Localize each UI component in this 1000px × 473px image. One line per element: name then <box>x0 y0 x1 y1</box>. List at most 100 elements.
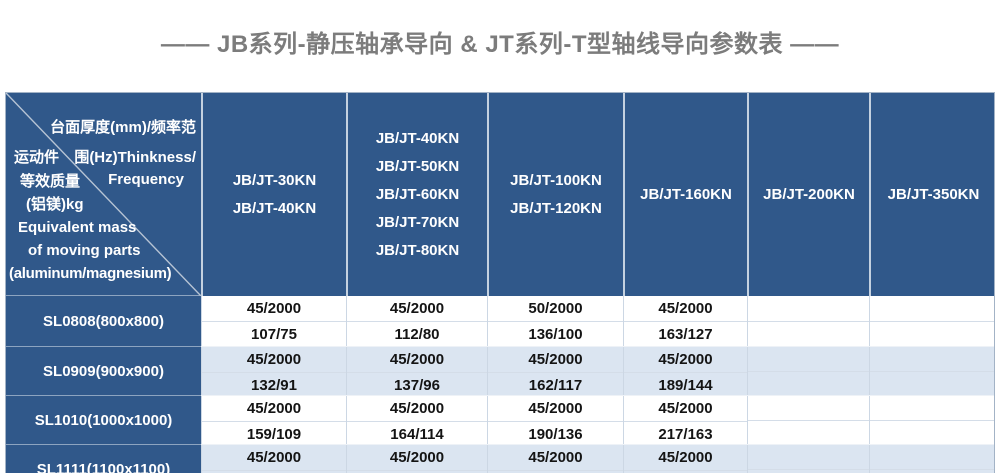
corner-label-line: 等效质量 <box>20 173 81 190</box>
thickness-frequency-value: 45/2000 <box>246 300 302 317</box>
thickness-frequency-value <box>870 396 994 420</box>
corner-header-cell: 台面厚度(mm)/频率范 运动件 围(Hz)Thinkness/ 等效质量 Fr… <box>6 93 201 296</box>
thickness-frequency-value: 45/2000 <box>528 400 583 417</box>
data-cell: 45/2000 162/117 <box>487 347 623 395</box>
equivalent-mass-value <box>488 470 623 473</box>
equivalent-mass-value <box>870 370 994 395</box>
equivalent-mass-value <box>870 419 994 444</box>
thickness-frequency-value: 45/2000 <box>658 351 713 368</box>
thickness-frequency-value: 45/2000 <box>246 351 302 368</box>
corner-label-line: (aluminum/magnesium) <box>9 265 172 282</box>
data-cell <box>747 445 869 473</box>
column-header-label: JB/JT-200KN <box>763 185 855 203</box>
data-cell: 45/2000 137/96 <box>346 347 487 395</box>
column-header-label: JB/JT-350KN <box>887 185 980 203</box>
data-cell: 45/2000 107/75 <box>201 296 346 346</box>
column-header-cell: JB/JT-100KN JB/JT-120KN <box>487 93 623 296</box>
corner-label-line: Frequency <box>108 171 184 188</box>
equivalent-mass-value <box>748 419 869 444</box>
column-header-label: JB/JT-80KN <box>375 241 460 259</box>
thickness-frequency-value: 45/2000 <box>246 400 302 417</box>
thickness-frequency-value: 50/2000 <box>528 300 583 317</box>
data-cell <box>747 396 869 444</box>
corner-label-line: 台面厚度(mm)/频率范 <box>50 119 196 136</box>
equivalent-mass-value <box>748 321 869 346</box>
equivalent-mass-value: 107/75 <box>202 321 346 346</box>
table-row: SL1010(1000x1000) 45/2000 159/109 45/2000 16… <box>6 395 994 444</box>
data-cell: 45/2000 217/163 <box>623 396 747 444</box>
equivalent-mass-value: 190/136 <box>488 421 623 446</box>
thickness-frequency-value <box>870 347 994 371</box>
equivalent-mass-value: 112/80 <box>347 321 487 346</box>
corner-label-line: of moving parts <box>28 242 141 259</box>
column-header-cell: JB/JT-200KN <box>747 93 869 296</box>
data-cell: 45/2000 164/114 <box>346 396 487 444</box>
thickness-frequency-value <box>870 296 994 321</box>
column-header-cell: JB/JT-40KN JB/JT-50KN JB/JT-60KN JB/JT-70KN… <box>346 93 487 296</box>
equivalent-mass-value: 217/163 <box>624 421 747 446</box>
data-cell: 45/2000 112/80 <box>346 296 487 346</box>
column-header-label: JB/JT-40KN <box>232 199 317 217</box>
equivalent-mass-value <box>748 468 869 473</box>
thickness-frequency-value: 45/2000 <box>246 449 302 466</box>
diagonal-divider-line <box>6 93 201 296</box>
page-title: —— JB系列-静压轴承导向 & JT系列-T型轴线导向参数表 —— <box>160 31 840 58</box>
equivalent-mass-value <box>202 470 346 473</box>
data-cell <box>869 445 994 473</box>
column-header-label: JB/JT-120KN <box>510 199 602 217</box>
data-cell: 50/2000 136/100 <box>487 296 623 346</box>
thickness-frequency-value <box>870 445 994 469</box>
corner-label-line: (铝镁)kg <box>26 196 84 213</box>
row-header-cell: SL0808(800x800) <box>6 295 201 346</box>
data-cell: 45/2000 132/91 <box>201 347 346 395</box>
thickness-frequency-value: 45/2000 <box>528 449 583 466</box>
column-header-label: JB/JT-40KN <box>375 129 460 147</box>
data-cell <box>747 296 869 346</box>
equivalent-mass-value <box>870 468 994 473</box>
thickness-frequency-value <box>748 445 869 469</box>
thickness-frequency-value: 45/2000 <box>658 400 713 417</box>
data-cell <box>869 396 994 444</box>
data-cell: 45/2000 189/144 <box>623 347 747 395</box>
data-cell: 45/2000 159/109 <box>201 396 346 444</box>
equivalent-mass-value <box>870 321 994 346</box>
column-header-label: JB/JT-30KN <box>232 171 317 189</box>
corner-label-line: Equivalent mass <box>18 219 137 236</box>
thickness-frequency-value: 45/2000 <box>389 449 445 466</box>
equivalent-mass-value: 137/96 <box>347 372 487 397</box>
table-row: SL1111(1100x1100) 45/2000 45/2000 45/2000 45… <box>6 444 994 473</box>
column-header-cell: JB/JT-160KN <box>623 93 747 296</box>
parameter-table: 台面厚度(mm)/频率范 运动件 围(Hz)Thinkness/ 等效质量 Fr… <box>5 92 995 473</box>
table-row: SL0808(800x800) 45/2000 107/75 45/2000 112/8… <box>6 295 994 346</box>
data-cell: 45/2000 <box>487 445 623 473</box>
column-header-label: JB/JT-100KN <box>510 171 602 189</box>
equivalent-mass-value: 159/109 <box>202 421 346 446</box>
thickness-frequency-value: 45/2000 <box>389 400 445 417</box>
corner-label-line: 围(Hz)Thinkness/ <box>74 149 196 166</box>
thickness-frequency-value: 45/2000 <box>528 351 583 368</box>
thickness-frequency-value: 45/2000 <box>658 449 713 466</box>
thickness-frequency-value <box>748 296 869 321</box>
table-row: SL0909(900x900) 45/2000 132/91 45/2000 137/9… <box>6 346 994 395</box>
equivalent-mass-value: 164/114 <box>347 421 487 446</box>
data-cell: 45/2000 190/136 <box>487 396 623 444</box>
equivalent-mass-value <box>624 470 747 473</box>
thickness-frequency-value <box>748 396 869 420</box>
data-cell <box>747 347 869 395</box>
equivalent-mass-value: 189/144 <box>624 372 747 397</box>
header-row: 台面厚度(mm)/频率范 运动件 围(Hz)Thinkness/ 等效质量 Fr… <box>6 93 994 296</box>
data-cell: 45/2000 <box>623 445 747 473</box>
equivalent-mass-value <box>347 470 487 473</box>
equivalent-mass-value: 162/117 <box>488 372 623 397</box>
thickness-frequency-value <box>748 347 869 371</box>
column-header-cell: JB/JT-350KN <box>869 93 994 296</box>
column-header-label: JB/JT-60KN <box>375 185 460 203</box>
row-header-cell: SL0909(900x900) <box>6 346 201 395</box>
column-header-label: JB/JT-50KN <box>375 157 460 175</box>
column-header-label: JB/JT-70KN <box>375 213 460 231</box>
row-header-cell: SL1111(1100x1100) <box>6 444 201 473</box>
equivalent-mass-value <box>748 370 869 395</box>
thickness-frequency-value: 45/2000 <box>658 300 713 317</box>
column-header-label: JB/JT-160KN <box>640 185 732 203</box>
